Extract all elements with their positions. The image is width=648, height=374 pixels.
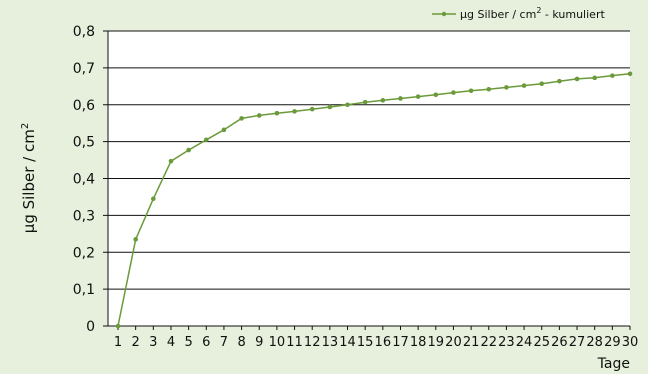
series-line	[117, 73, 631, 327]
y-tick-label: 0,7	[73, 61, 95, 77]
data-point	[451, 90, 456, 95]
data-point	[309, 106, 315, 112]
x-tick-label: 15	[357, 335, 374, 350]
x-tick-label: 16	[375, 335, 392, 350]
x-tick-label: 7	[220, 335, 228, 350]
x-tick-label: 5	[184, 335, 192, 350]
x-tick-label: 18	[410, 335, 427, 350]
x-tick-label: 12	[304, 335, 321, 350]
y-tick-label: 0	[86, 319, 95, 335]
series-group	[115, 71, 633, 329]
data-point	[115, 323, 121, 329]
data-point	[433, 92, 439, 98]
x-tick-label: 26	[551, 335, 568, 350]
x-tick-label: 17	[392, 335, 409, 350]
y-tick-label: 0,3	[73, 208, 95, 224]
y-tick-label: 0,8	[73, 24, 95, 40]
data-point	[292, 109, 297, 114]
data-point	[504, 85, 509, 90]
x-tick-label: 3	[149, 335, 157, 350]
data-point	[327, 104, 333, 110]
data-point	[221, 127, 227, 133]
y-tick-label: 0,4	[73, 172, 95, 188]
data-point	[592, 75, 597, 81]
x-tick-label: 11	[286, 335, 303, 350]
data-point	[521, 83, 527, 88]
gridlines	[108, 30, 630, 290]
x-tick-label: 27	[569, 335, 586, 350]
x-tick-label: 4	[167, 335, 175, 350]
x-tick-label: 6	[202, 335, 210, 350]
data-point	[274, 110, 280, 116]
data-point	[133, 237, 138, 242]
x-tick-label: 20	[445, 335, 462, 350]
data-point	[539, 81, 545, 87]
y-tick-label: 0,6	[73, 98, 95, 114]
data-point	[151, 196, 156, 202]
x-tick-label: 10	[269, 335, 286, 350]
data-point	[627, 71, 633, 77]
data-point	[574, 76, 580, 82]
y-tick-label: 0,5	[73, 135, 95, 151]
x-tick-label: 21	[463, 335, 480, 350]
data-point	[345, 102, 350, 108]
y-tick-labels: 0 0,1 0,2 0,3 0,4 0,5 0,6 0,7 0,8	[73, 24, 108, 335]
legend-marker	[441, 11, 447, 17]
legend: µg Silber / cm2 - kumuliert	[432, 6, 605, 21]
data-point	[557, 78, 562, 84]
x-tick-label: 30	[622, 335, 639, 350]
data-point	[256, 113, 262, 118]
y-axis-label: µg Silber / cm2	[20, 123, 38, 233]
x-tick-label: 2	[132, 335, 140, 350]
y-tick-label: 0,1	[73, 282, 95, 298]
data-point	[203, 137, 209, 143]
x-tick-label: 14	[339, 335, 356, 350]
x-tick-label: 9	[255, 335, 263, 350]
data-point	[168, 158, 174, 164]
x-tick-label: 23	[498, 335, 515, 350]
legend-entry: µg Silber / cm2 - kumuliert	[460, 6, 605, 21]
data-point	[380, 98, 386, 103]
data-point	[415, 94, 421, 99]
data-point	[239, 116, 244, 121]
y-tick-label: 0,2	[73, 245, 95, 261]
data-point	[610, 73, 615, 78]
x-tick-label: 13	[322, 335, 339, 350]
data-point	[186, 147, 191, 153]
x-tick-label: 22	[480, 335, 497, 350]
x-tick-label: 19	[428, 335, 445, 350]
data-point	[362, 99, 368, 105]
x-tick-label: 1	[114, 335, 122, 350]
x-axis-label: Tage	[597, 356, 630, 372]
x-tick-labels: 1 2 3 4 5 6 7 8 9 10 11 12 13 14 15 16 17 18 19 20 21 22 23 24 2…	[114, 326, 638, 350]
data-point	[398, 96, 403, 101]
x-tick-label: 24	[516, 335, 533, 350]
data-point	[486, 86, 492, 92]
x-tick-label: 29	[604, 335, 621, 350]
x-tick-label: 28	[586, 335, 603, 350]
data-point	[468, 88, 474, 94]
x-tick-label: 25	[533, 335, 550, 350]
x-tick-label: 8	[237, 335, 245, 350]
